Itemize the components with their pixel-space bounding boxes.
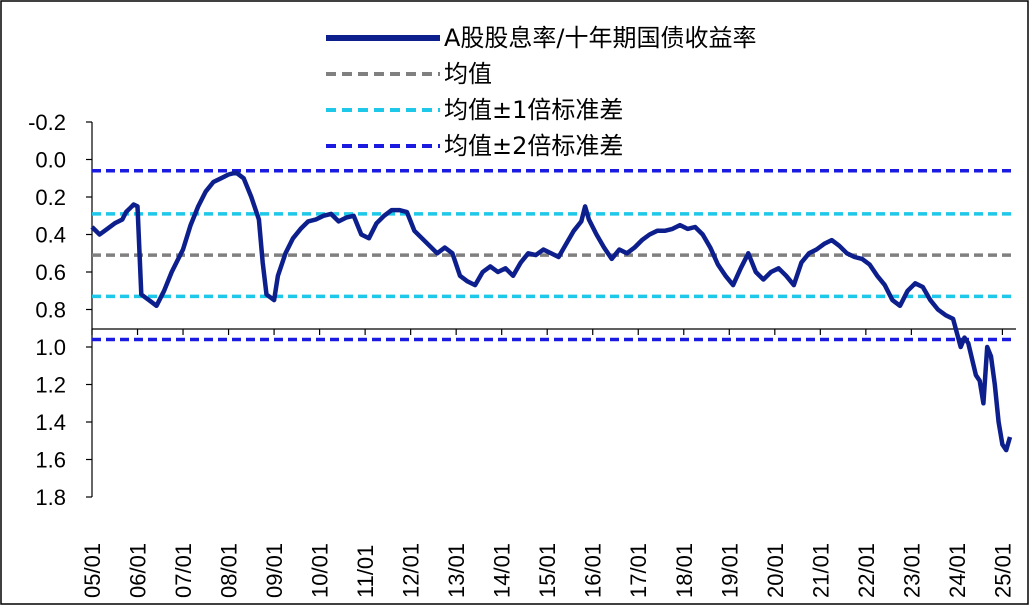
legend: A股股息率/十年期国债收益率 均值 均值±1倍标准差 均值±2倍标准差 xyxy=(326,24,757,160)
legend-label-series: A股股息率/十年期国债收益率 xyxy=(444,24,757,52)
x-tick-label: 17/01 xyxy=(626,543,651,598)
x-tick-label: 09/01 xyxy=(262,543,287,598)
y-tick-label: 1.2 xyxy=(35,373,66,398)
x-tick-label: 18/01 xyxy=(672,543,697,598)
x-tick-label: 12/01 xyxy=(399,543,424,598)
x-tick-label: 19/01 xyxy=(717,543,742,598)
x-tick-label: 21/01 xyxy=(808,543,833,598)
series-line xyxy=(90,170,1013,453)
reference-lines xyxy=(92,169,1016,342)
x-tick-label: 13/01 xyxy=(444,543,469,598)
y-tick-label: 0.8 xyxy=(35,298,66,323)
y-tick-label: 0.2 xyxy=(35,185,66,210)
legend-label-band2: 均值±2倍标准差 xyxy=(444,132,623,160)
x-tick-label: 07/01 xyxy=(171,543,196,598)
y-tick-label: -0.2 xyxy=(28,110,66,135)
x-tick-label: 14/01 xyxy=(490,543,515,598)
x-tick-label: 20/01 xyxy=(763,543,788,598)
axes: -0.2 0.0 0.2 0.4 0.6 0.8 1.0 1.2 1.4 1.6 1.8 05/01 0… xyxy=(28,110,1016,598)
x-tick-label: 22/01 xyxy=(854,543,879,598)
legend-label-mean: 均值 xyxy=(444,60,492,88)
x-tick-label: 15/01 xyxy=(535,543,560,598)
x-tick-label: 25/01 xyxy=(990,543,1015,598)
y-tick-label: 0.4 xyxy=(35,223,66,248)
y-tick-label: 0.0 xyxy=(35,148,66,173)
x-tick-label: 11/01 xyxy=(353,545,378,598)
y-tick-label: 1.6 xyxy=(35,448,66,473)
x-tick-label: 23/01 xyxy=(899,543,924,598)
x-tick-label: 16/01 xyxy=(581,543,606,598)
x-tick-label: 08/01 xyxy=(217,543,242,598)
y-tick-label: 1.0 xyxy=(35,335,66,360)
y-tick-label: 1.8 xyxy=(35,485,66,510)
legend-label-band1: 均值±1倍标准差 xyxy=(444,96,623,124)
x-tick-label: 10/01 xyxy=(308,543,333,598)
y-tick-label: 1.4 xyxy=(35,410,66,435)
y-tick-label: 0.6 xyxy=(35,260,66,285)
x-tick-label: 24/01 xyxy=(945,543,970,598)
x-tick-label: 05/01 xyxy=(80,543,105,598)
series xyxy=(90,170,1013,453)
x-tick-label: 06/01 xyxy=(126,543,151,598)
